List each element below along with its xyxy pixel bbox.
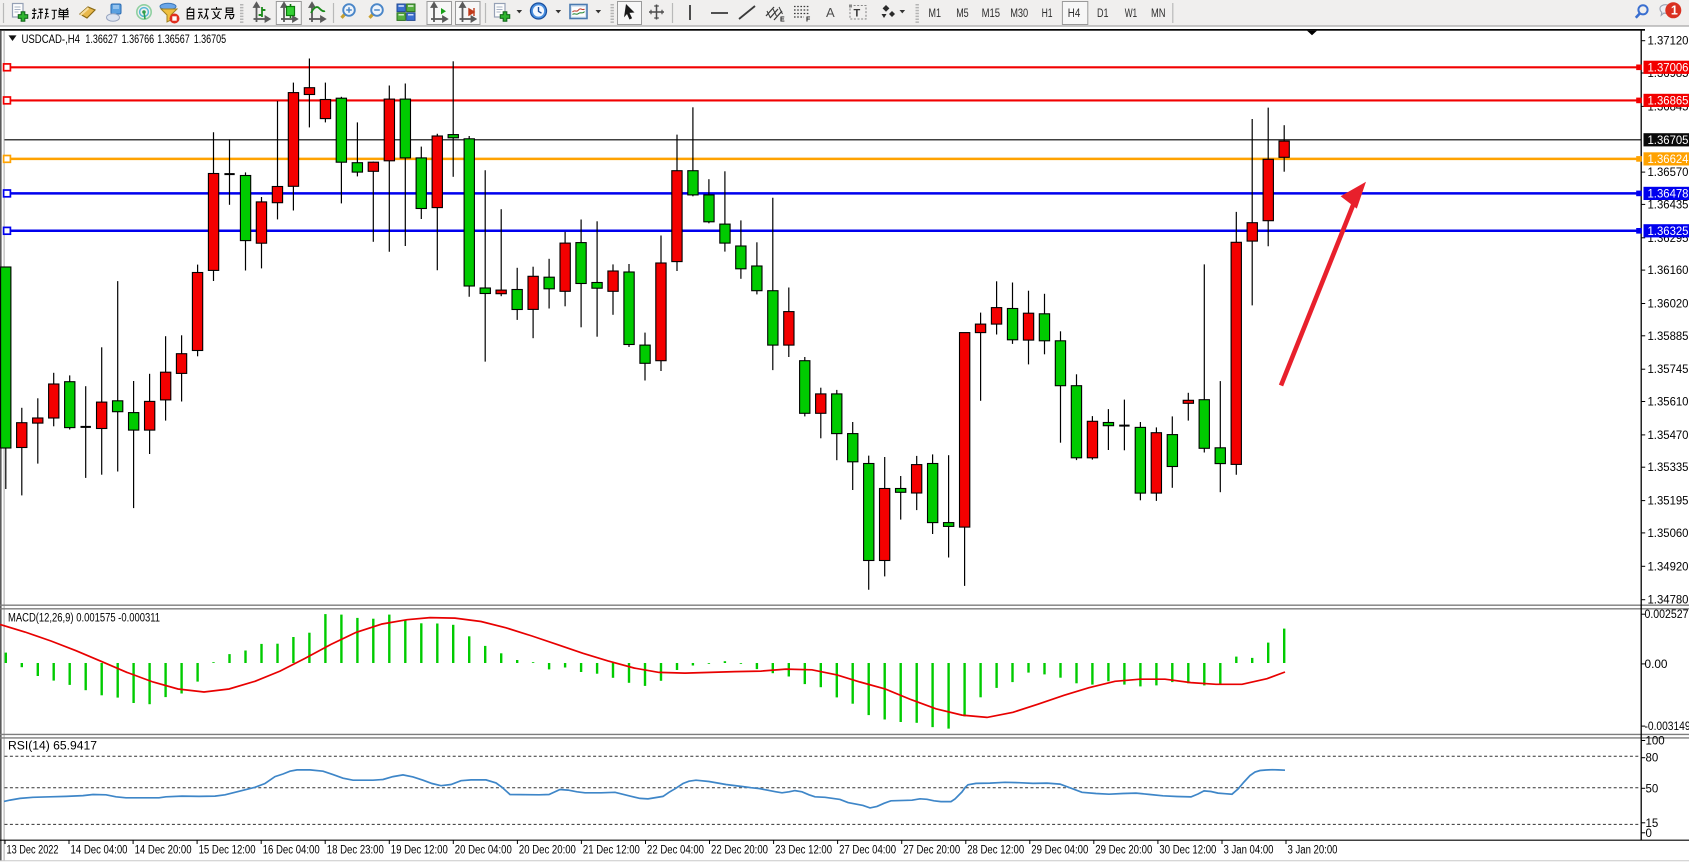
svg-text:1.36325: 1.36325 [1648, 226, 1689, 238]
svg-text:14 Dec 20:00: 14 Dec 20:00 [135, 845, 192, 857]
svg-text:13 Dec 2022: 13 Dec 2022 [7, 845, 59, 857]
svg-text:M30: M30 [1010, 8, 1028, 20]
svg-text:H4: H4 [1068, 8, 1081, 20]
svg-text:1.36624: 1.36624 [1648, 154, 1689, 166]
svg-text:100: 100 [1646, 736, 1665, 748]
svg-text:M5: M5 [956, 8, 969, 20]
svg-text:D1: D1 [1097, 8, 1109, 20]
svg-text:A: A [826, 5, 835, 20]
svg-text:80: 80 [1646, 753, 1659, 765]
svg-text:15 Dec 12:00: 15 Dec 12:00 [199, 845, 256, 857]
svg-text:20 Dec 04:00: 20 Dec 04:00 [455, 845, 512, 857]
svg-text:1.37006: 1.37006 [1648, 62, 1689, 74]
svg-text:22 Dec 04:00: 22 Dec 04:00 [647, 845, 704, 857]
svg-text:1.36567: 1.36567 [157, 32, 190, 46]
svg-text:1.36705: 1.36705 [1648, 135, 1689, 147]
svg-text:29 Dec 20:00: 29 Dec 20:00 [1095, 845, 1152, 857]
svg-text:1.36478: 1.36478 [1648, 188, 1689, 200]
svg-text:MACD(12,26,9) 0.001575 -0.0003: MACD(12,26,9) 0.001575 -0.000311 [8, 613, 160, 625]
svg-text:21 Dec 12:00: 21 Dec 12:00 [583, 845, 640, 857]
svg-text:1.35885: 1.35885 [1648, 331, 1689, 343]
svg-text:0.002527: 0.002527 [1645, 609, 1689, 621]
svg-text:RSI(14) 65.9417: RSI(14) 65.9417 [8, 741, 97, 753]
svg-text:1.35470: 1.35470 [1648, 430, 1689, 442]
svg-text:23 Dec 12:00: 23 Dec 12:00 [775, 845, 832, 857]
svg-text:0: 0 [1646, 828, 1652, 840]
svg-text:M1: M1 [929, 8, 942, 20]
svg-text:1.34920: 1.34920 [1648, 561, 1689, 573]
svg-text:27 Dec 20:00: 27 Dec 20:00 [903, 845, 960, 857]
svg-text:T: T [854, 8, 861, 20]
svg-text:1.35195: 1.35195 [1648, 496, 1689, 508]
svg-text:F: F [806, 17, 811, 24]
svg-text:19 Dec 12:00: 19 Dec 12:00 [391, 845, 448, 857]
svg-text:1.35060: 1.35060 [1648, 528, 1689, 540]
svg-text:H1: H1 [1042, 8, 1053, 20]
svg-text:M15: M15 [982, 8, 1001, 20]
svg-text:29 Dec 04:00: 29 Dec 04:00 [1031, 845, 1088, 857]
svg-text:15: 15 [1646, 818, 1659, 830]
svg-text:USDCAD-,H4: USDCAD-,H4 [22, 32, 81, 46]
svg-text:1.35610: 1.35610 [1648, 397, 1689, 409]
svg-text:14 Dec 04:00: 14 Dec 04:00 [71, 845, 128, 857]
svg-text:MN: MN [1151, 8, 1166, 20]
svg-text:3 Jan 20:00: 3 Jan 20:00 [1288, 845, 1338, 857]
svg-text:1.36435: 1.36435 [1648, 199, 1689, 211]
svg-text:1.35335: 1.35335 [1648, 462, 1689, 474]
svg-text:1.36570: 1.36570 [1648, 167, 1689, 179]
svg-text:1: 1 [1671, 4, 1678, 18]
svg-text:-0.003149: -0.003149 [1645, 721, 1689, 733]
svg-text:1.36865: 1.36865 [1648, 95, 1689, 107]
svg-text:1.36160: 1.36160 [1648, 265, 1689, 277]
svg-text:28 Dec 12:00: 28 Dec 12:00 [967, 845, 1024, 857]
svg-text:0.00: 0.00 [1645, 659, 1668, 671]
svg-text:1.36627: 1.36627 [85, 32, 118, 46]
svg-text:W1: W1 [1125, 8, 1138, 20]
svg-text:1.36020: 1.36020 [1648, 299, 1689, 311]
svg-text:1.37120: 1.37120 [1648, 36, 1689, 48]
svg-text:27 Dec 04:00: 27 Dec 04:00 [839, 845, 896, 857]
svg-text:1.35745: 1.35745 [1648, 364, 1689, 376]
svg-text:1.36705: 1.36705 [194, 32, 227, 46]
svg-text:3 Jan 04:00: 3 Jan 04:00 [1224, 845, 1274, 857]
svg-text:30 Dec 12:00: 30 Dec 12:00 [1159, 845, 1216, 857]
svg-text:1.36766: 1.36766 [122, 32, 155, 46]
svg-text:50: 50 [1646, 783, 1659, 795]
svg-text:16 Dec 04:00: 16 Dec 04:00 [263, 845, 320, 857]
svg-text:E: E [780, 17, 785, 24]
svg-text:1.34780: 1.34780 [1648, 595, 1689, 607]
svg-text:18 Dec 23:00: 18 Dec 23:00 [327, 845, 384, 857]
svg-text:20 Dec 20:00: 20 Dec 20:00 [519, 845, 576, 857]
svg-text:22 Dec 20:00: 22 Dec 20:00 [711, 845, 768, 857]
